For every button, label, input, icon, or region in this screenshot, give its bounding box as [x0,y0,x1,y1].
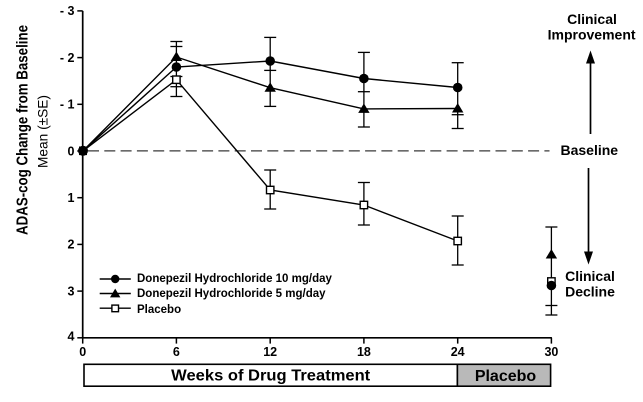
svg-text:12: 12 [263,345,277,359]
svg-text:2: 2 [68,238,75,252]
svg-text:Placebo: Placebo [137,304,181,316]
svg-text:18: 18 [357,345,371,359]
svg-text:ADAS-cog Change from Baseline: ADAS-cog Change from Baseline [15,25,32,235]
svg-text:Weeks of Drug Treatment: Weeks of Drug Treatment [171,367,371,384]
svg-text:Clinical: Clinical [565,268,615,284]
svg-text:- 2: - 2 [60,51,75,65]
svg-text:Decline: Decline [565,284,615,300]
svg-text:Clinical: Clinical [567,11,617,27]
svg-text:0: 0 [68,144,75,158]
svg-text:- 3: - 3 [60,4,75,18]
svg-text:30: 30 [544,345,558,359]
svg-text:Mean (±SE): Mean (±SE) [35,95,51,168]
svg-text:6: 6 [173,345,180,359]
svg-text:24: 24 [451,345,465,359]
svg-text:1: 1 [68,191,75,205]
svg-text:0: 0 [79,345,86,359]
svg-text:Donepezil Hydrochloride 5 mg/d: Donepezil Hydrochloride 5 mg/day [137,288,326,300]
svg-text:Placebo: Placebo [475,368,537,385]
svg-text:Donepezil Hydrochloride 10 mg/: Donepezil Hydrochloride 10 mg/day [137,273,333,285]
svg-text:3: 3 [68,284,75,298]
svg-text:- 1: - 1 [60,98,75,112]
svg-text:Baseline: Baseline [561,142,619,158]
svg-text:Improvement: Improvement [548,27,636,43]
svg-text:4: 4 [68,330,75,344]
